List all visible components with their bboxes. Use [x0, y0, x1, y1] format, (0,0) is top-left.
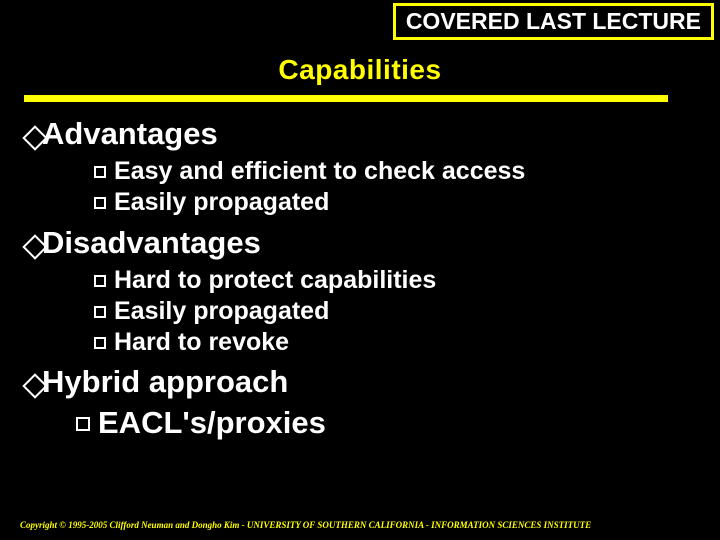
bullet-item: Easy and efficient to check access	[94, 156, 696, 187]
bullet-item: Hard to protect capabilities	[94, 265, 696, 296]
bullet-text: Hard to revoke	[114, 328, 289, 356]
bullet-item: EACL's/proxies	[76, 404, 696, 441]
slide-content: Advantages Easy and efficient to check a…	[26, 110, 696, 441]
heading-text: Disadvantages	[42, 225, 261, 260]
heading-disadvantages: Disadvantages	[26, 225, 696, 261]
bullet-text: Easily propagated	[114, 297, 329, 325]
covered-banner: COVERED LAST LECTURE	[393, 3, 714, 40]
diamond-icon	[26, 238, 40, 252]
heading-hybrid: Hybrid approach	[26, 364, 696, 400]
bullet-item: Hard to revoke	[94, 327, 696, 358]
square-icon	[94, 306, 106, 318]
heading-advantages: Advantages	[26, 116, 696, 152]
bullet-item: Easily propagated	[94, 187, 696, 218]
square-icon	[94, 337, 106, 349]
square-icon	[94, 197, 106, 209]
bullet-item: Easily propagated	[94, 296, 696, 327]
divider-notch	[668, 88, 698, 109]
title-divider	[24, 95, 696, 102]
bullet-text: Easy and efficient to check access	[114, 157, 525, 185]
diamond-icon	[26, 129, 40, 143]
title-wrap: Capabilities	[0, 54, 720, 86]
square-icon	[94, 275, 106, 287]
heading-text: Hybrid approach	[42, 364, 288, 399]
diamond-icon	[26, 377, 40, 391]
copyright-footer: Copyright © 1995-2005 Clifford Neuman an…	[20, 520, 591, 530]
bullet-text: Hard to protect capabilities	[114, 266, 436, 294]
slide-title: Capabilities	[278, 54, 441, 85]
square-icon	[76, 417, 90, 431]
bullet-text: Easily propagated	[114, 188, 329, 216]
heading-text: Advantages	[42, 116, 218, 151]
square-icon	[94, 166, 106, 178]
bullet-text: EACL's/proxies	[98, 405, 326, 440]
